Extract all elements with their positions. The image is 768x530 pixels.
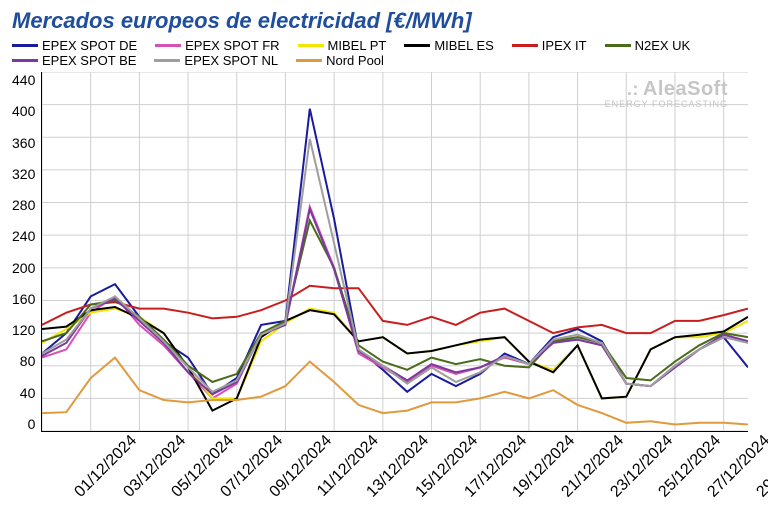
legend-item: EPEX SPOT DE xyxy=(12,38,137,53)
series-line xyxy=(42,139,748,392)
legend-item: MIBEL ES xyxy=(404,38,493,53)
watermark: .:AleaSoft ENERGY FORECASTING xyxy=(605,78,728,109)
legend-label: EPEX SPOT NL xyxy=(184,53,278,68)
y-tick-label: 400 xyxy=(12,103,35,119)
y-tick-label: 0 xyxy=(28,416,36,432)
y-tick-label: 320 xyxy=(12,166,35,182)
y-tick-label: 440 xyxy=(12,72,35,88)
legend-swatch xyxy=(404,44,430,47)
legend-item: EPEX SPOT FR xyxy=(155,38,279,53)
legend-label: IPEX IT xyxy=(542,38,587,53)
watermark-main: AleaSoft xyxy=(643,78,728,100)
watermark-sub: ENERGY FORECASTING xyxy=(605,99,728,109)
legend-label: MIBEL ES xyxy=(434,38,493,53)
legend-item: EPEX SPOT BE xyxy=(12,53,136,68)
y-tick-label: 360 xyxy=(12,135,35,151)
plot: .:AleaSoft ENERGY FORECASTING xyxy=(41,72,748,432)
y-tick-label: 160 xyxy=(12,291,35,307)
series-line xyxy=(42,109,748,395)
chart-title: Mercados europeos de electricidad [€/MWh… xyxy=(12,8,748,34)
legend-swatch xyxy=(605,44,631,47)
watermark-dots-icon: .: xyxy=(627,79,639,100)
y-tick-label: 40 xyxy=(20,385,36,401)
legend-label: N2EX UK xyxy=(635,38,691,53)
legend-label: EPEX SPOT BE xyxy=(42,53,136,68)
y-axis: 44040036032028024020016012080400 xyxy=(12,72,41,432)
legend-swatch xyxy=(12,44,38,47)
y-tick-label: 200 xyxy=(12,260,35,276)
y-tick-label: 120 xyxy=(12,322,35,338)
legend-swatch xyxy=(155,44,181,47)
plot-area: 44040036032028024020016012080400 .:AleaS… xyxy=(12,72,748,432)
legend-swatch xyxy=(298,44,324,47)
chart-container: Mercados europeos de electricidad [€/MWh… xyxy=(0,0,768,530)
y-tick-label: 280 xyxy=(12,197,35,213)
legend-label: EPEX SPOT DE xyxy=(42,38,137,53)
x-axis: 01/12/202403/12/202405/12/202407/12/2024… xyxy=(52,432,748,522)
chart-legend: EPEX SPOT DE EPEX SPOT FR MIBEL PT MIBEL ES… xyxy=(12,38,748,68)
legend-item: Nord Pool xyxy=(296,53,384,68)
legend-swatch xyxy=(512,44,538,47)
legend-item: N2EX UK xyxy=(605,38,691,53)
legend-swatch xyxy=(154,59,180,62)
legend-swatch xyxy=(296,59,322,62)
legend-label: EPEX SPOT FR xyxy=(185,38,279,53)
legend-item: IPEX IT xyxy=(512,38,587,53)
legend-swatch xyxy=(12,59,38,62)
legend-label: Nord Pool xyxy=(326,53,384,68)
y-tick-label: 240 xyxy=(12,228,35,244)
series-line xyxy=(42,221,748,383)
legend-label: MIBEL PT xyxy=(328,38,387,53)
legend-item: EPEX SPOT NL xyxy=(154,53,278,68)
y-tick-label: 80 xyxy=(20,353,36,369)
legend-item: MIBEL PT xyxy=(298,38,387,53)
plot-svg xyxy=(42,72,748,431)
